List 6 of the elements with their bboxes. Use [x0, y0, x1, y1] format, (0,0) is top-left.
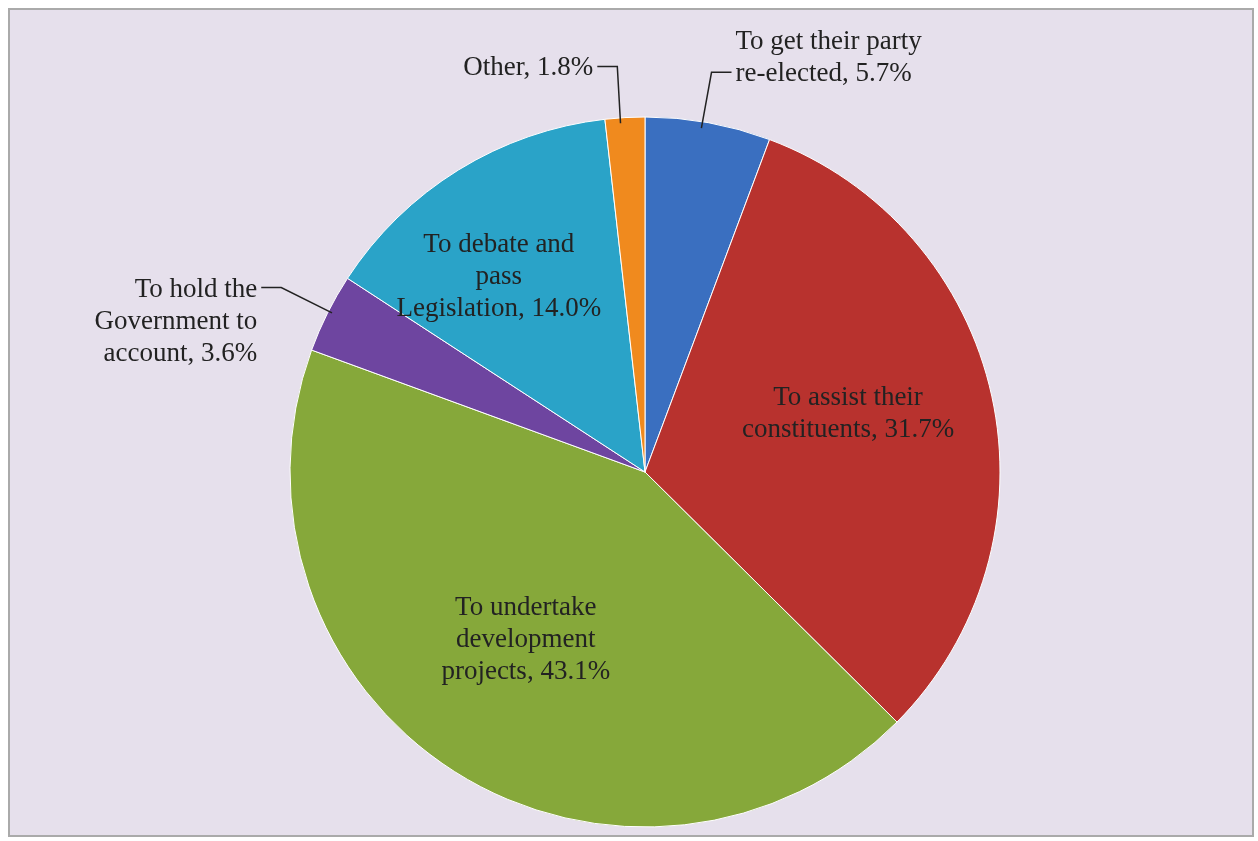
slice-label: To debate and pass Legislation, 14.0%: [396, 228, 602, 323]
slice-label: To get their party re-elected, 5.7%: [735, 25, 923, 88]
slice-label: To assist their constituents, 31.7%: [741, 381, 955, 444]
slice-label: Other, 1.8%: [463, 51, 594, 82]
slice-label: To hold the Government to account, 3.6%: [94, 272, 258, 367]
slice-label: To undertake development projects, 43.1%: [441, 590, 611, 685]
